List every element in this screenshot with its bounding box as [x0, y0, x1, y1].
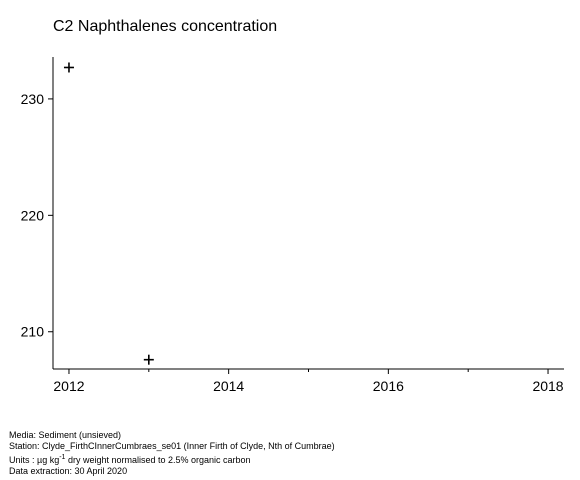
- x-tick-label: 2018: [532, 378, 563, 394]
- footer-media: Media: Sediment (unsieved): [9, 430, 122, 440]
- y-tick-label: 210: [21, 324, 45, 340]
- footer-extraction: Data extraction: 30 April 2020: [9, 466, 128, 476]
- data-points: [63, 62, 154, 365]
- data-point: [63, 62, 74, 73]
- footer-units-exponent: -1: [59, 454, 66, 461]
- axes: 210 220 230 2012 2014 2016 2018: [21, 57, 564, 394]
- footer-units: Units : µg kg-1 dry weight normalised to…: [9, 452, 335, 466]
- chart-title: C2 Naphthalenes concentration: [53, 18, 278, 35]
- x-tick-label: 2016: [373, 378, 404, 394]
- x-tick-label: 2014: [213, 378, 244, 394]
- footer-station: Station: Clyde_FirthCInnerCumbraes_se01 …: [9, 441, 335, 451]
- footer-units-suffix: dry weight normalised to 2.5% organic ca…: [65, 455, 251, 465]
- y-tick-label: 220: [21, 207, 45, 223]
- x-tick-label: 2012: [53, 378, 84, 394]
- data-point: [143, 354, 154, 365]
- y-tick-label: 230: [21, 91, 45, 107]
- footer-units-prefix: Units : µg kg: [9, 455, 60, 465]
- footer-notes: Media: Sediment (unsieved) Station: Clyd…: [9, 430, 335, 477]
